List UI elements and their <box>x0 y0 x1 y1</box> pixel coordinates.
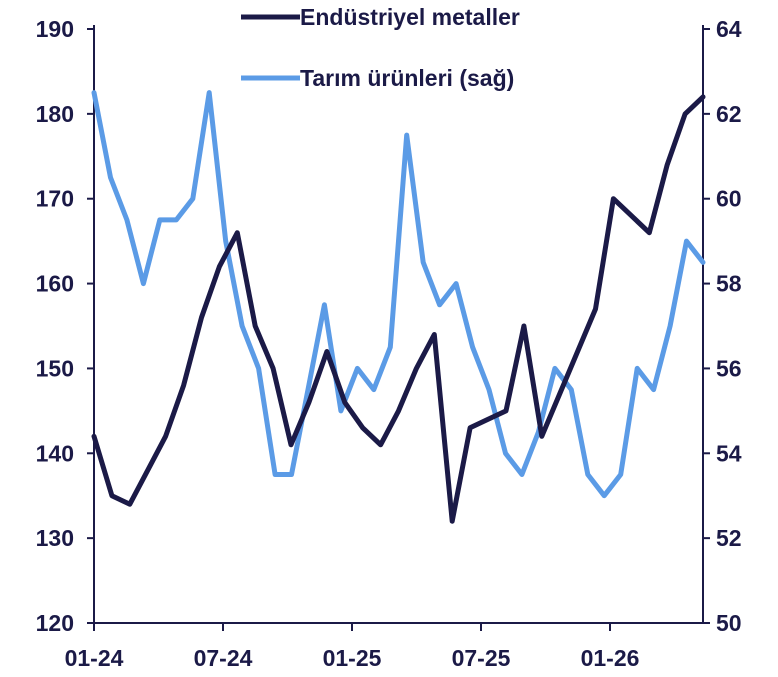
y-axis-right-ticks: 64 62 60 58 56 54 52 50 <box>703 16 742 636</box>
y-left-tick-label: 150 <box>36 355 74 381</box>
x-axis-ticks: 01-24 07-24 01-25 07-25 01-26 <box>65 623 640 671</box>
y-left-tick-label: 160 <box>36 271 74 297</box>
y-left-tick-label: 190 <box>36 16 74 42</box>
series-line-agri <box>91 90 706 499</box>
legend: Endüstriyel metaller Tarım ürünleri (sağ… <box>241 4 520 91</box>
series-line-metals <box>91 94 706 524</box>
y-right-tick-label: 52 <box>716 525 742 551</box>
y-left-tick-label: 140 <box>36 440 74 466</box>
y-left-tick-label: 120 <box>36 610 74 636</box>
legend-label-agri: Tarım ürünleri (sağ) <box>300 65 514 91</box>
y-left-tick-label: 170 <box>36 186 74 212</box>
legend-label-metals: Endüstriyel metaller <box>300 4 520 30</box>
x-tick-label: 07-25 <box>452 645 511 671</box>
x-tick-label: 01-26 <box>581 645 640 671</box>
y-axis-left-ticks: 190 180 170 160 150 140 130 120 <box>36 16 94 636</box>
y-right-tick-label: 50 <box>716 610 742 636</box>
y-right-tick-label: 60 <box>716 186 742 212</box>
x-tick-label: 01-25 <box>323 645 382 671</box>
x-tick-label: 01-24 <box>65 645 124 671</box>
y-right-tick-label: 58 <box>716 271 742 297</box>
y-right-tick-label: 56 <box>716 355 742 381</box>
y-right-tick-label: 54 <box>716 440 742 466</box>
y-right-tick-label: 64 <box>716 16 742 42</box>
series-layer <box>91 90 706 524</box>
y-left-tick-label: 130 <box>36 525 74 551</box>
x-tick-label: 07-24 <box>194 645 253 671</box>
y-left-tick-label: 180 <box>36 101 74 127</box>
y-right-tick-label: 62 <box>716 101 742 127</box>
